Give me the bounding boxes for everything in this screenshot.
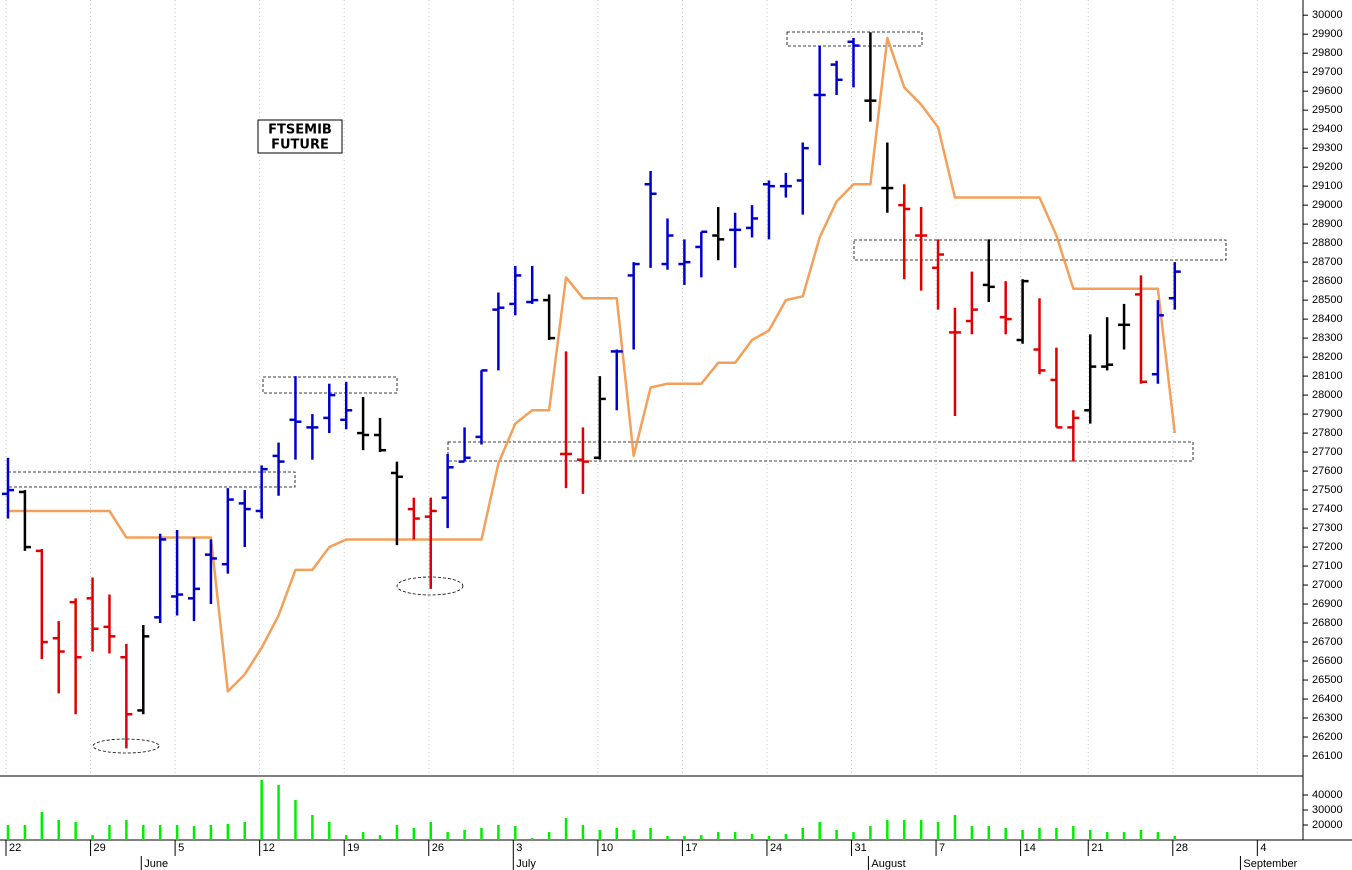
y-tick-label: 27800: [1312, 427, 1343, 439]
y-tick-label: 27900: [1312, 408, 1343, 420]
x-tick-label: 26: [432, 842, 444, 854]
y-tick-label: 27500: [1312, 484, 1343, 496]
y-tick-label: 29800: [1312, 47, 1343, 59]
y-tick-label: 26300: [1312, 712, 1343, 724]
y-tick-label: 26500: [1312, 674, 1343, 686]
y-tick-label: 26900: [1312, 598, 1343, 610]
x-tick-label: 22: [9, 842, 21, 854]
title: FTSEMIB: [268, 123, 332, 138]
y-tick-label: 26700: [1312, 636, 1343, 648]
y-tick-label: 29900: [1312, 28, 1343, 40]
y-tick-label: 28900: [1312, 218, 1343, 230]
y-tick-label: 27100: [1312, 560, 1343, 572]
x-tick-label: 19: [347, 842, 359, 854]
month-label: June: [144, 858, 168, 870]
y-tick-label: 26100: [1312, 750, 1343, 762]
level-box: [7, 471, 296, 488]
y-tick-label: 28700: [1312, 256, 1343, 268]
title-box: [257, 119, 343, 154]
y-tick-label: 29100: [1312, 180, 1343, 192]
y-tick-label: 28200: [1312, 351, 1343, 363]
y-tick-label: 26800: [1312, 617, 1343, 629]
y-tick-label: 29400: [1312, 123, 1343, 135]
x-tick-label: 24: [770, 842, 782, 854]
month-label: July: [516, 858, 536, 870]
title: FUTURE: [271, 138, 329, 153]
x-tick-label: 7: [939, 842, 945, 854]
y-tick-label: 30000: [1312, 9, 1343, 21]
y-tick-label: 29200: [1312, 161, 1343, 173]
level-box: [853, 239, 1227, 261]
y-tick-label: 27300: [1312, 522, 1343, 534]
y-tick-label: 26200: [1312, 731, 1343, 743]
x-tick-label: 12: [263, 842, 275, 854]
x-tick-label: 17: [685, 842, 697, 854]
x-tick-label: 28: [1176, 842, 1188, 854]
x-tick-label: 3: [516, 842, 522, 854]
y2-tick-label: 30000: [1312, 804, 1343, 816]
x-tick-label: 14: [1024, 842, 1036, 854]
y-tick-label: 28400: [1312, 313, 1343, 325]
y-tick-label: 27600: [1312, 465, 1343, 477]
x-tick-label: 29: [94, 842, 106, 854]
y-tick-label: 28800: [1312, 237, 1343, 249]
x-tick-label: 31: [855, 842, 867, 854]
y-tick-label: 28000: [1312, 389, 1343, 401]
y2-tick-label: 40000: [1312, 789, 1343, 801]
y-tick-label: 28100: [1312, 370, 1343, 382]
y-tick-label: 29500: [1312, 104, 1343, 116]
x-tick-label: 21: [1091, 842, 1103, 854]
month-label: September: [1243, 858, 1297, 870]
y-tick-label: 29000: [1312, 199, 1343, 211]
y-tick-label: 28300: [1312, 332, 1343, 344]
y-tick-label: 26400: [1312, 693, 1343, 705]
grid: [5, 0, 1258, 776]
y-tick-label: 29600: [1312, 85, 1343, 97]
y-tick-label: 28500: [1312, 294, 1343, 306]
y-tick-label: 27200: [1312, 541, 1343, 553]
y-tick-label: 28600: [1312, 275, 1343, 287]
low-marker: [92, 738, 160, 754]
y-tick-label: 26600: [1312, 655, 1343, 667]
x-tick-label: 4: [1260, 842, 1266, 854]
y-tick-label: 27000: [1312, 579, 1343, 591]
y-tick-label: 27700: [1312, 446, 1343, 458]
indicator-line: [8, 36, 1177, 693]
x-tick-label: 5: [178, 842, 184, 854]
x-tick-label: 10: [601, 842, 613, 854]
y-tick-label: 27400: [1312, 503, 1343, 515]
y-tick-label: 29700: [1312, 66, 1343, 78]
y-tick-label: 29300: [1312, 142, 1343, 154]
month-label: August: [871, 858, 905, 870]
y2-tick-label: 20000: [1312, 819, 1343, 831]
level-box: [447, 441, 1194, 462]
